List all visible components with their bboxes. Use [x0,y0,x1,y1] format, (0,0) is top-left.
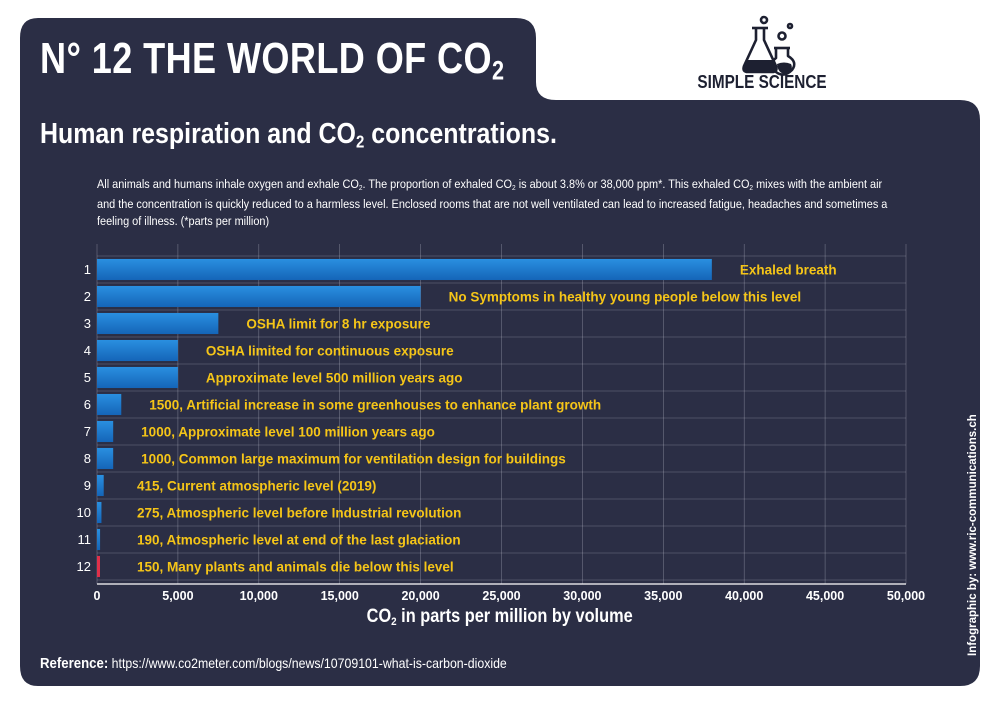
rank-label-11: 11 [78,532,92,547]
rank-label-1: 1 [84,262,91,277]
bar-label-2: No Symptoms in healthy young people belo… [449,290,802,305]
bar-4 [97,339,178,362]
chart-labels: 1 Exhaled breath 2 No Symptoms in healthy y… [77,262,837,575]
reference-label: Reference: [40,655,109,672]
description-part-3: is about 3.8% or 38,000 ppm*. This exhal… [515,177,750,191]
bar-2 [97,285,421,308]
description-subscript-1: 2 [358,182,363,192]
bar-label-11: 190, Atmospheric level at end of the las… [137,533,461,548]
rank-label-9: 9 [84,478,91,493]
rank-label-4: 4 [84,343,91,358]
bar-7 [97,420,114,443]
bar-8 [97,447,114,470]
page-title-subscript: 2 [491,55,505,86]
reference-line: Reference: https://www.co2meter.com/blog… [40,655,507,672]
bar-11 [97,528,101,551]
bar-label-4: OSHA limited for continuous exposure [206,344,454,359]
x-axis-title-after: in parts per million by volume [396,606,634,627]
bar-label-5: Approximate level 500 million years ago [206,371,463,386]
bar-12 [97,555,100,578]
chart-bars [97,258,712,578]
rank-label-12: 12 [77,559,91,574]
x-axis-title: CO2 in parts per million by volume [0,606,1000,628]
page-title: N° 12 THE WORLD OF CO2 [40,34,504,87]
rank-label-6: 6 [84,397,91,412]
bar-1 [97,258,712,281]
bar-label-6: 1500, Artificial increase in some greenh… [149,398,601,413]
description-paragraph: All animals and humans inhale oxygen and… [97,176,889,230]
bar-label-3: OSHA limit for 8 hr exposure [246,317,431,332]
x-tick-label: 50,000 [887,589,925,603]
x-axis-title-before: CO [366,606,392,627]
bar-label-1: Exhaled breath [740,263,837,278]
x-tick-label: 15,000 [321,589,359,603]
x-tick-label: 30,000 [563,589,601,603]
description-part-2: . The proportion of exhaled CO [362,177,513,191]
x-axis-ticks: 0 5,000 10,000 15,000 20,000 25,000 30,000 35,0… [94,589,926,603]
bar-label-10: 275, Atmospheric level before Industrial… [137,506,461,521]
x-tick-label: 25,000 [482,589,520,603]
subtitle-text-before: Human respiration and CO [40,118,356,150]
brand-name: SIMPLE SCIENCE [697,72,827,92]
bar-label-7: 1000, Approximate level 100 million year… [141,425,435,440]
chart-subtitle: Human respiration and CO2 concentrations… [40,118,557,152]
description-subscript-3: 2 [749,182,754,192]
x-tick-label: 0 [94,589,101,603]
page-title-text: N° 12 THE WORLD OF CO [40,34,492,83]
bar-label-8: 1000, Common large maximum for ventilati… [141,452,566,467]
rank-label-2: 2 [84,289,91,304]
bar-3 [97,312,219,335]
bar-label-12: 150, Many plants and animals die below t… [137,560,454,575]
rank-label-7: 7 [84,424,91,439]
x-tick-label: 45,000 [806,589,844,603]
bar-9 [97,474,104,497]
rank-label-8: 8 [84,451,91,466]
x-tick-label: 35,000 [644,589,682,603]
bar-10 [97,501,102,524]
reference-url: https://www.co2meter.com/blogs/news/1070… [108,655,507,671]
rank-label-3: 3 [84,316,91,331]
subtitle-text-after: concentrations. [364,118,557,150]
bar-6 [97,393,122,416]
rank-label-5: 5 [84,370,91,385]
x-tick-label: 40,000 [725,589,763,603]
bar-label-9: 415, Current atmospheric level (2019) [137,479,376,494]
rank-label-10: 10 [77,505,91,520]
subtitle-subscript: 2 [355,131,365,152]
x-tick-label: 20,000 [401,589,439,603]
infographic-credit: Infographic by: www.ric-communications.c… [967,414,979,656]
x-tick-label: 5,000 [162,589,193,603]
description-part-1: All animals and humans inhale oxygen and… [97,177,359,191]
description-subscript-2: 2 [512,182,516,192]
flask-logo-icon [742,15,796,76]
x-axis-title-subscript: 2 [391,615,397,628]
description-part-4: mixes with the ambient air and the conce… [97,177,888,228]
x-tick-label: 10,000 [240,589,278,603]
bar-5 [97,366,178,389]
